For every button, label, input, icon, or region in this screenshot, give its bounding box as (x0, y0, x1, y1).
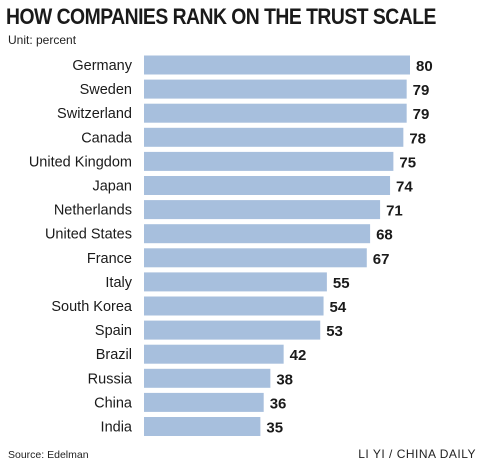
bar-brazil (144, 344, 284, 364)
unit-label: Unit: percent (8, 33, 77, 47)
bar-italy (144, 272, 327, 292)
category-label-italy: Italy (105, 275, 132, 291)
value-label-south-korea: 54 (330, 299, 347, 316)
bar-united-kingdom (144, 151, 394, 171)
category-label-germany: Germany (72, 58, 132, 74)
bar-china (144, 392, 264, 412)
value-label-italy: 55 (333, 275, 350, 292)
category-label-sweden: Sweden (80, 82, 132, 98)
category-label-france: France (87, 251, 132, 267)
value-label-brazil: 42 (290, 347, 307, 364)
category-label-switzerland: Switzerland (57, 106, 132, 122)
bar-united-states (144, 224, 371, 244)
value-label-united-kingdom: 75 (399, 154, 416, 171)
value-label-india: 35 (266, 420, 283, 437)
category-label-russia: Russia (88, 371, 133, 387)
bar-india (144, 417, 261, 436)
bar-south-korea (144, 296, 324, 316)
value-label-netherlands: 71 (386, 203, 403, 220)
credit-line: LI YI / CHINA DAILY (358, 447, 476, 461)
category-label-canada: Canada (81, 130, 133, 146)
value-label-germany: 80 (416, 58, 433, 75)
value-label-switzerland: 79 (413, 106, 430, 123)
bar-canada (144, 127, 404, 147)
bar-germany (144, 55, 410, 75)
value-label-canada: 78 (409, 130, 426, 147)
bar-spain (144, 320, 321, 340)
value-label-spain: 53 (326, 323, 343, 340)
value-label-united-states: 68 (376, 227, 393, 244)
category-label-japan: Japan (92, 179, 132, 195)
category-label-brazil: Brazil (96, 347, 132, 363)
bar-france (144, 248, 367, 268)
category-label-india: India (101, 420, 133, 436)
source-note: Source: Edelman (8, 449, 89, 461)
chart-title: HOW COMPANIES RANK ON THE TRUST SCALE (6, 4, 436, 29)
category-label-united-states: United States (45, 227, 132, 243)
value-label-japan: 74 (396, 179, 413, 196)
category-label-south-korea: South Korea (51, 299, 133, 315)
category-label-spain: Spain (95, 323, 132, 339)
value-label-china: 36 (270, 395, 287, 412)
value-label-sweden: 79 (413, 82, 430, 99)
category-label-netherlands: Netherlands (54, 203, 132, 219)
bar-sweden (144, 79, 407, 99)
category-label-united-kingdom: United Kingdom (29, 154, 132, 170)
bar-netherlands (144, 200, 381, 220)
bar-japan (144, 176, 391, 195)
value-label-russia: 38 (276, 371, 293, 388)
category-label-china: China (94, 395, 133, 411)
value-label-france: 67 (373, 251, 390, 268)
bar-switzerland (144, 103, 407, 123)
bars-group: Germany 80 Sweden 79 Switzerland 79 Canada 78 Un… (29, 55, 433, 437)
bar-russia (144, 368, 271, 388)
